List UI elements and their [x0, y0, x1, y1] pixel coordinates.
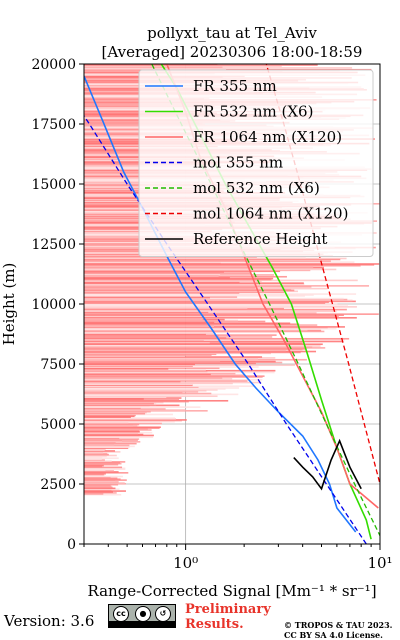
- legend-label-2: FR 1064 nm (X120): [193, 128, 342, 146]
- legend-label-5: mol 1064 nm (X120): [193, 205, 348, 223]
- cc-by-sa-license-icon: cc ● ↺: [108, 604, 176, 628]
- series-line-3: [84, 114, 367, 544]
- y-tick-label-1: 2500: [40, 477, 76, 493]
- legend: FR 355 nm FR 532 nm (X6) FR 1064 nm (X120)…: [138, 69, 374, 257]
- y-tick-label-0: 0: [67, 537, 76, 553]
- y-tick-label-5: 12500: [31, 237, 76, 253]
- series-line-6: [293, 438, 362, 491]
- x-axis-label: Range-Corrected Signal [Mm⁻¹ * sr⁻¹]: [87, 582, 376, 600]
- preliminary-note: Preliminary Results.: [185, 602, 271, 632]
- chart-subtitle: [Averaged] 20230306 18:00-18:59: [102, 43, 363, 61]
- series-line-5: [265, 64, 380, 487]
- copyright-line-2: CC BY SA 4.0 License.: [284, 630, 383, 640]
- copyright-line-1: © TROPOS & TAU 2023.: [284, 620, 393, 630]
- y-tick-label-7: 17500: [31, 117, 76, 133]
- y-tick-label-8: 20000: [31, 57, 76, 73]
- copyright-note: © TROPOS & TAU 2023. CC BY SA 4.0 Licens…: [284, 620, 392, 640]
- y-axis: 0 2500 5000 7500 10000 12500 15000 17500 20000: [31, 57, 84, 553]
- y-tick-label-3: 7500: [40, 357, 76, 373]
- x-tick-label-0: 10⁰: [173, 554, 198, 572]
- y-tick-label-2: 5000: [40, 417, 76, 433]
- x-axis: 10⁰ 10¹: [83, 544, 393, 572]
- x-tick-label-1: 10¹: [367, 554, 392, 572]
- legend-label-6: Reference Height: [193, 230, 327, 248]
- legend-label-1: FR 532 nm (X6): [193, 103, 313, 121]
- preliminary-line-1: Preliminary: [185, 602, 271, 617]
- y-axis-label: Height (m): [0, 263, 18, 346]
- y-tick-label-4: 10000: [31, 297, 76, 313]
- legend-label-4: mol 532 nm (X6): [193, 179, 320, 197]
- legend-label-3: mol 355 nm: [193, 154, 283, 172]
- version-label: Version: 3.6: [4, 612, 95, 630]
- y-tick-label-6: 15000: [31, 177, 76, 193]
- chart-title: pollyxt_tau at Tel_Aviv: [147, 24, 317, 42]
- preliminary-line-2: Results.: [185, 617, 244, 632]
- legend-label-0: FR 355 nm: [193, 77, 277, 95]
